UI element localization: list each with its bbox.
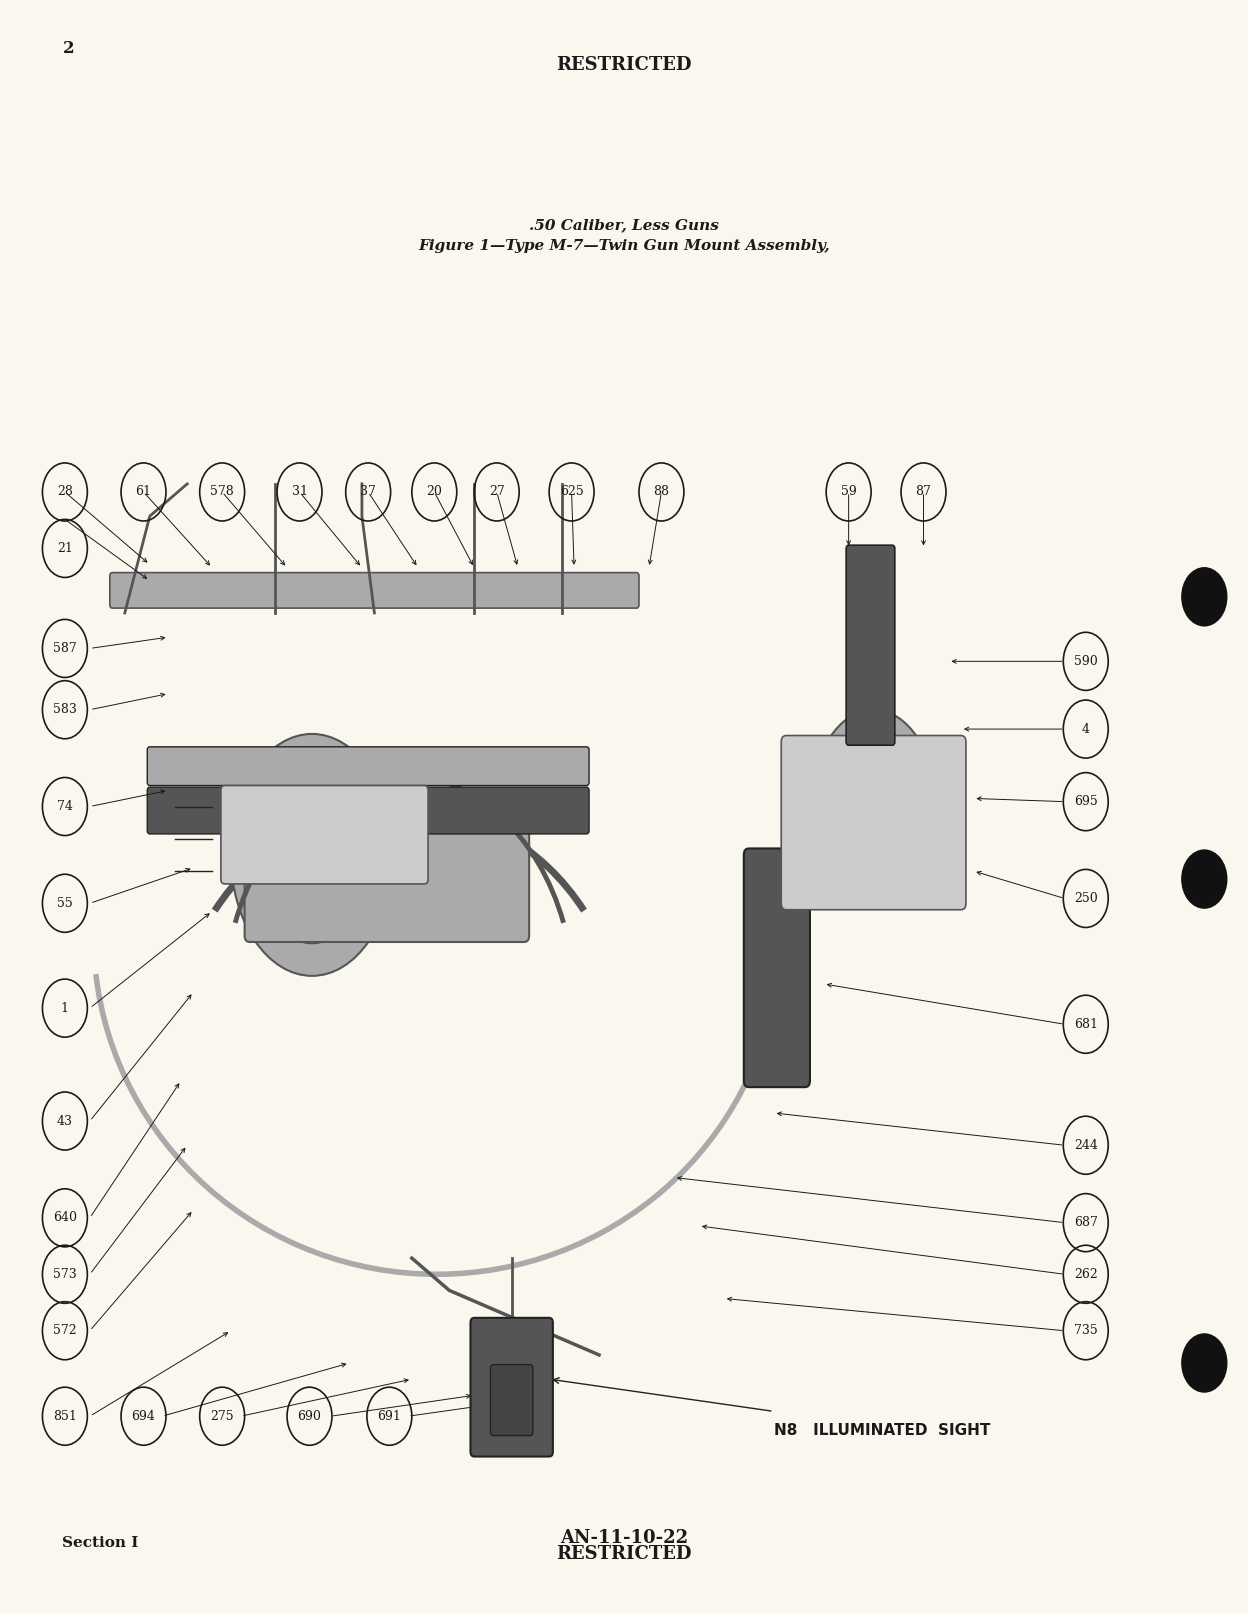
Text: .50 Caliber, Less Guns: .50 Caliber, Less Guns (529, 218, 719, 232)
Text: 851: 851 (52, 1410, 77, 1423)
Text: 43: 43 (57, 1115, 72, 1127)
Text: 690: 690 (297, 1410, 322, 1423)
Text: 262: 262 (1073, 1268, 1098, 1281)
Text: 61: 61 (136, 486, 151, 498)
Text: 275: 275 (211, 1410, 233, 1423)
FancyBboxPatch shape (490, 1365, 533, 1436)
Ellipse shape (811, 710, 936, 903)
Text: 27: 27 (489, 486, 504, 498)
Text: 74: 74 (57, 800, 72, 813)
FancyBboxPatch shape (781, 736, 966, 910)
Text: 244: 244 (1073, 1139, 1098, 1152)
Text: 88: 88 (654, 486, 669, 498)
FancyBboxPatch shape (744, 848, 810, 1087)
Text: 20: 20 (427, 486, 442, 498)
Text: 21: 21 (57, 542, 72, 555)
Text: N8   ILLUMINATED  SIGHT: N8 ILLUMINATED SIGHT (774, 1423, 990, 1437)
FancyBboxPatch shape (147, 787, 589, 834)
Text: 55: 55 (57, 897, 72, 910)
FancyBboxPatch shape (245, 800, 529, 942)
Ellipse shape (836, 742, 911, 871)
FancyBboxPatch shape (846, 545, 895, 745)
Text: 640: 640 (52, 1211, 77, 1224)
Text: 250: 250 (1073, 892, 1098, 905)
Text: 694: 694 (131, 1410, 156, 1423)
Circle shape (1182, 850, 1227, 908)
Text: 573: 573 (52, 1268, 77, 1281)
FancyBboxPatch shape (147, 747, 589, 786)
Text: RESTRICTED: RESTRICTED (557, 56, 691, 74)
Text: 2: 2 (62, 40, 74, 58)
Text: RESTRICTED: RESTRICTED (557, 1545, 691, 1563)
FancyBboxPatch shape (470, 1318, 553, 1457)
Text: 59: 59 (841, 486, 856, 498)
Text: 583: 583 (52, 703, 77, 716)
FancyBboxPatch shape (221, 786, 428, 884)
Text: 695: 695 (1073, 795, 1098, 808)
FancyBboxPatch shape (110, 573, 639, 608)
Text: 28: 28 (57, 486, 72, 498)
Text: 681: 681 (1073, 1018, 1098, 1031)
Text: 590: 590 (1073, 655, 1098, 668)
Text: 31: 31 (292, 486, 307, 498)
Text: 625: 625 (559, 486, 584, 498)
Text: 87: 87 (916, 486, 931, 498)
Text: 4: 4 (1082, 723, 1090, 736)
Text: 587: 587 (52, 642, 77, 655)
Text: Section I: Section I (62, 1536, 139, 1550)
Text: 37: 37 (361, 486, 376, 498)
Circle shape (1182, 1334, 1227, 1392)
Text: 691: 691 (377, 1410, 402, 1423)
Text: 1: 1 (61, 1002, 69, 1015)
Text: 572: 572 (54, 1324, 76, 1337)
Circle shape (1182, 568, 1227, 626)
Text: 578: 578 (210, 486, 235, 498)
Text: AN-11-10-22: AN-11-10-22 (560, 1529, 688, 1547)
Ellipse shape (256, 766, 368, 944)
Ellipse shape (231, 734, 393, 976)
Text: Figure 1—Type M-7—Twin Gun Mount Assembly,: Figure 1—Type M-7—Twin Gun Mount Assembl… (418, 239, 830, 253)
Text: 687: 687 (1073, 1216, 1098, 1229)
Text: 735: 735 (1073, 1324, 1098, 1337)
